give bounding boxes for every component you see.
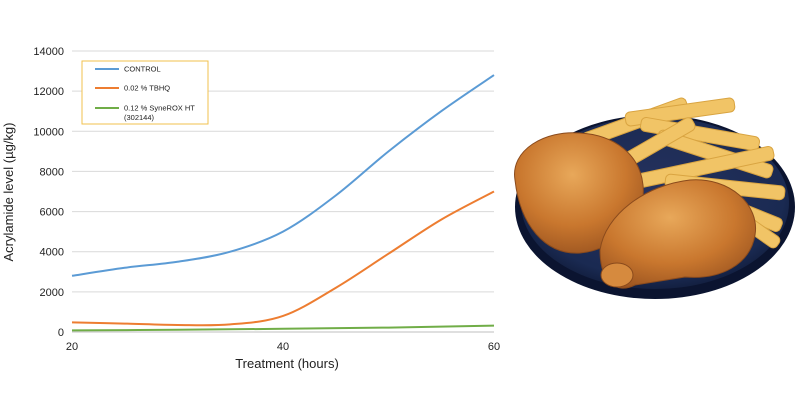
series-lines [71, 74, 495, 332]
chart-legend: CONTROL 0.02 % TBHQ 0.12 % SyneROX HT (3… [81, 60, 209, 125]
fried-chicken [514, 132, 757, 289]
y-tick-label: 6000 [40, 207, 64, 219]
x-tick-label: 40 [277, 341, 289, 353]
chart-svg: 0 2000 4000 6000 8000 10000 12000 14000 20 40 60 T… [1, 46, 500, 371]
tick-labels: 0 2000 4000 6000 8000 10000 12000 14000 20 40 60 [33, 46, 500, 353]
y-tick-label: 14000 [33, 46, 64, 58]
legend-box [81, 60, 209, 125]
acrylamide-chart: 0 2000 4000 6000 8000 10000 12000 14000 20 40 60 T… [1, 46, 500, 371]
legend-label-control: CONTROL [124, 65, 161, 74]
y-tick-label: 8000 [40, 166, 64, 178]
series-line-tbhq [71, 190, 495, 327]
legend-label-synerox-code: (302144) [124, 113, 155, 122]
y-tick-label: 0 [58, 327, 64, 339]
x-tick-label: 60 [488, 341, 500, 353]
y-tick-label: 12000 [33, 86, 64, 98]
series-line-control [71, 74, 495, 277]
y-tick-label: 4000 [40, 247, 64, 259]
y-axis-title: Acrylamide level (µg/kg) [1, 123, 16, 262]
x-axis-title: Treatment (hours) [235, 356, 339, 371]
legend-label-tbhq: 0.02 % TBHQ [124, 84, 170, 93]
y-tick-label: 10000 [33, 126, 64, 138]
y-tick-label: 2000 [40, 287, 64, 299]
series-line-synerox [71, 324, 495, 332]
x-tick-label: 20 [66, 341, 78, 353]
fried-chicken-fries-plate-icon [514, 97, 795, 299]
legend-label-synerox: 0.12 % SyneROX HT [124, 104, 195, 113]
